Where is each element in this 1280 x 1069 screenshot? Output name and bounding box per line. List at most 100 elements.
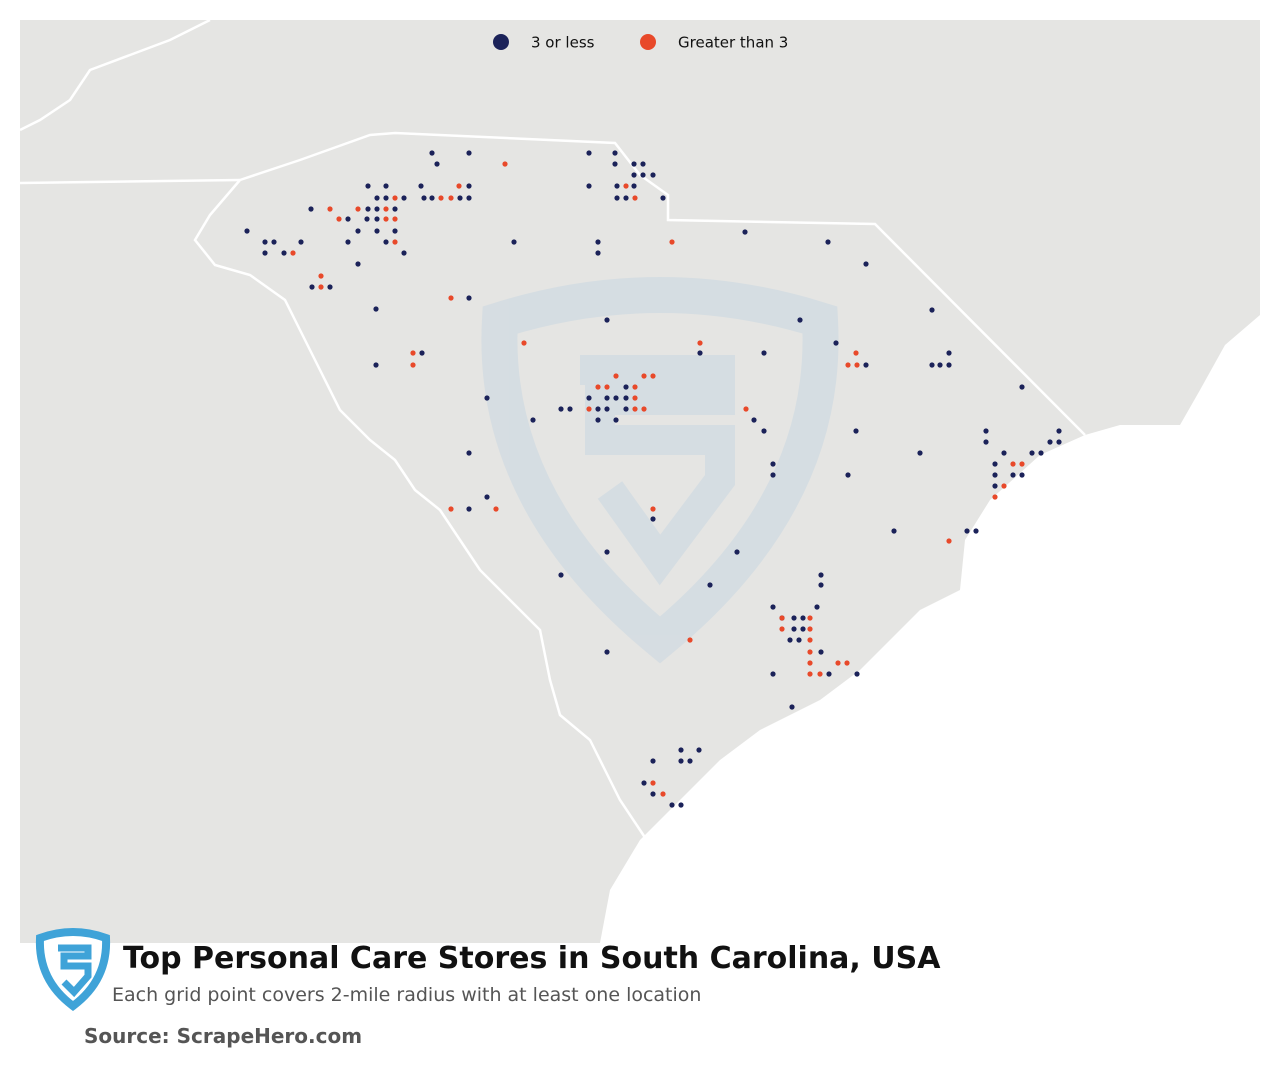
grid-point [800,615,806,621]
grid-point [401,250,407,256]
grid-point [825,239,831,245]
grid-point [438,195,444,201]
grid-point [604,649,610,655]
grid-point [687,637,693,643]
ocean [600,315,1260,943]
grid-point [1038,450,1044,456]
grid-point [650,758,656,764]
grid-point [818,649,824,655]
grid-point [697,350,703,356]
grid-point [845,472,851,478]
grid-point [678,802,684,808]
grid-point [833,340,839,346]
grid-point [1019,384,1025,390]
grid-point [595,417,601,423]
grid-point [612,150,618,156]
grid-point [623,384,629,390]
grid-point [707,582,713,588]
grid-point [595,384,601,390]
grid-point [770,671,776,677]
grid-point [613,417,619,423]
grid-point [641,373,647,379]
grid-point [983,439,989,445]
grid-point [1019,461,1025,467]
grid-point [632,384,638,390]
grid-point [779,626,785,632]
grid-point [1029,450,1035,456]
grid-point [632,406,638,412]
legend-label: 3 or less [531,34,595,52]
grid-point [355,228,361,234]
grid-point [835,660,841,666]
grid-point [374,216,380,222]
grid-point [502,161,508,167]
grid-point [817,671,823,677]
grid-point [789,704,795,710]
grid-point [262,239,268,245]
grid-point [678,747,684,753]
grid-point [466,195,472,201]
grid-point [613,395,619,401]
grid-point [623,195,629,201]
grid-point [612,161,618,167]
grid-point [374,206,380,212]
grid-point [1010,461,1016,467]
grid-point [779,615,785,621]
grid-point [623,406,629,412]
grid-point [696,747,702,753]
grid-point [604,317,610,323]
grid-point [466,450,472,456]
grid-point [392,228,398,234]
legend-marker [640,34,656,50]
grid-point [631,172,637,178]
grid-point [604,384,610,390]
grid-point [632,195,638,201]
grid-point [558,572,564,578]
grid-point [650,516,656,522]
grid-point [807,626,813,632]
grid-point [392,216,398,222]
grid-point [345,239,351,245]
grid-point [845,362,851,368]
grid-point [383,206,389,212]
grid-point [298,239,304,245]
grid-point [650,791,656,797]
grid-point [401,195,407,201]
grid-point [466,506,472,512]
grid-point [586,183,592,189]
grid-point [355,261,361,267]
grid-point [807,660,813,666]
grid-point [383,183,389,189]
grid-point [429,150,435,156]
grid-point [623,183,629,189]
grid-point [586,395,592,401]
grid-point [244,228,250,234]
grid-point [687,758,693,764]
grid-point [373,362,379,368]
grid-point [917,450,923,456]
grid-point [383,239,389,245]
grid-point [641,780,647,786]
grid-point [421,195,427,201]
grid-point [751,417,757,423]
grid-point [807,615,813,621]
grid-point [318,273,324,279]
grid-point [863,362,869,368]
grid-point [650,172,656,178]
grid-point [641,406,647,412]
grid-point [992,483,998,489]
grid-point [992,494,998,500]
grid-point [761,350,767,356]
grid-point [336,216,342,222]
legend-marker [493,34,509,50]
grid-point [309,284,315,290]
grid-point [327,206,333,212]
grid-point [807,649,813,655]
grid-point [844,660,850,666]
grid-point [271,239,277,245]
grid-point [355,206,361,212]
grid-point [457,195,463,201]
grid-point [826,671,832,677]
grid-point [650,506,656,512]
